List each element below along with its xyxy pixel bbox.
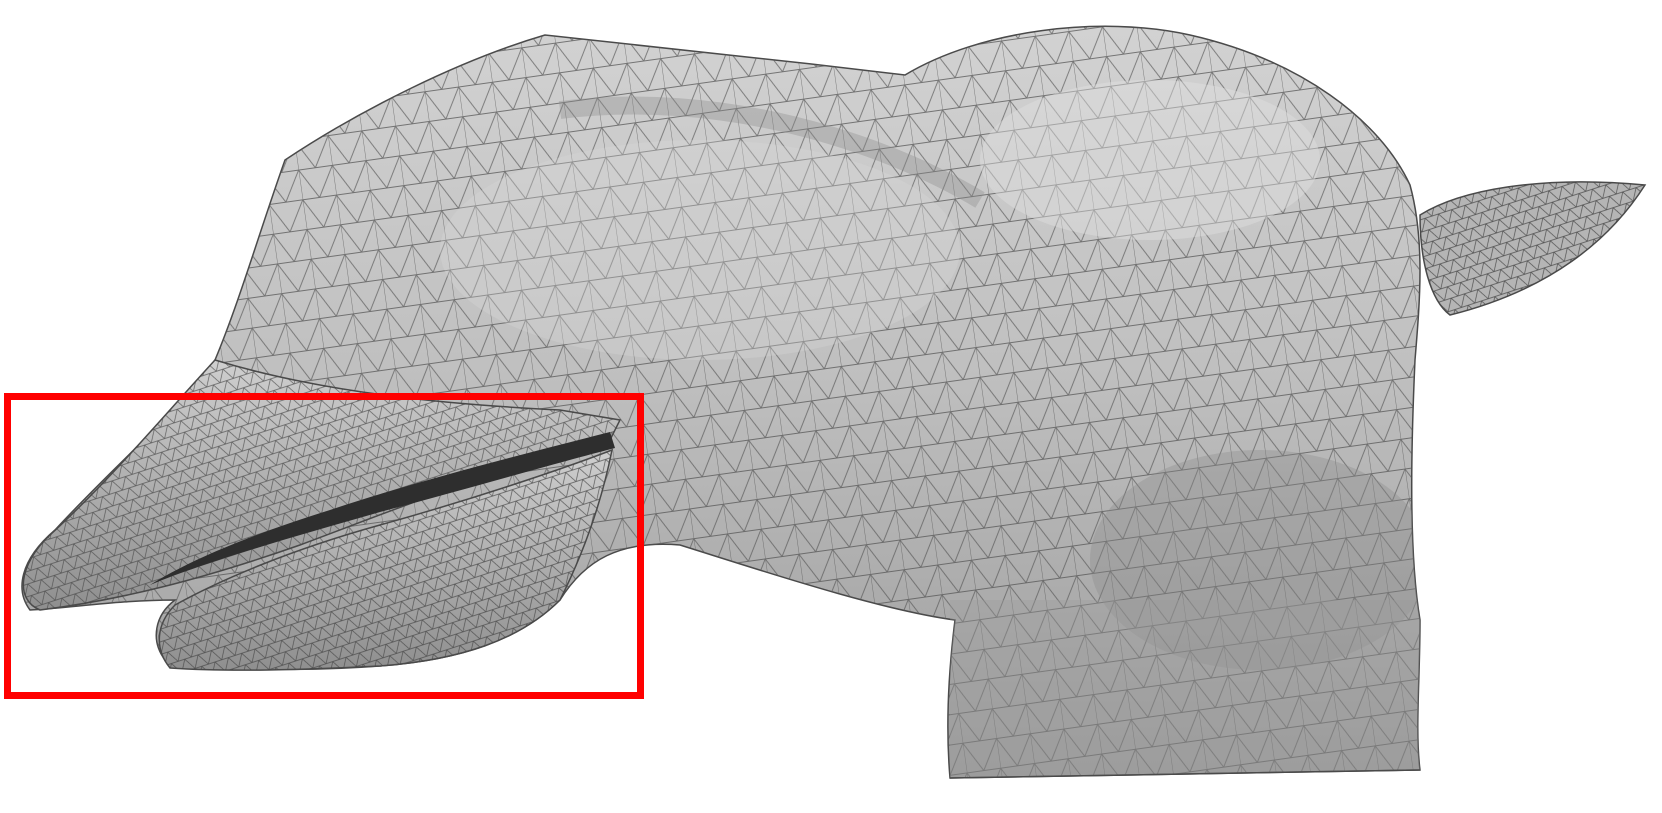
mesh-tail — [1419, 181, 1647, 316]
mesh-base-edge — [949, 769, 1421, 779]
highlight-rectangle — [4, 393, 644, 699]
mouth-slit — [150, 432, 615, 585]
mesh-upper-snout — [22, 359, 622, 611]
mesh-lower-jaw — [158, 448, 614, 671]
